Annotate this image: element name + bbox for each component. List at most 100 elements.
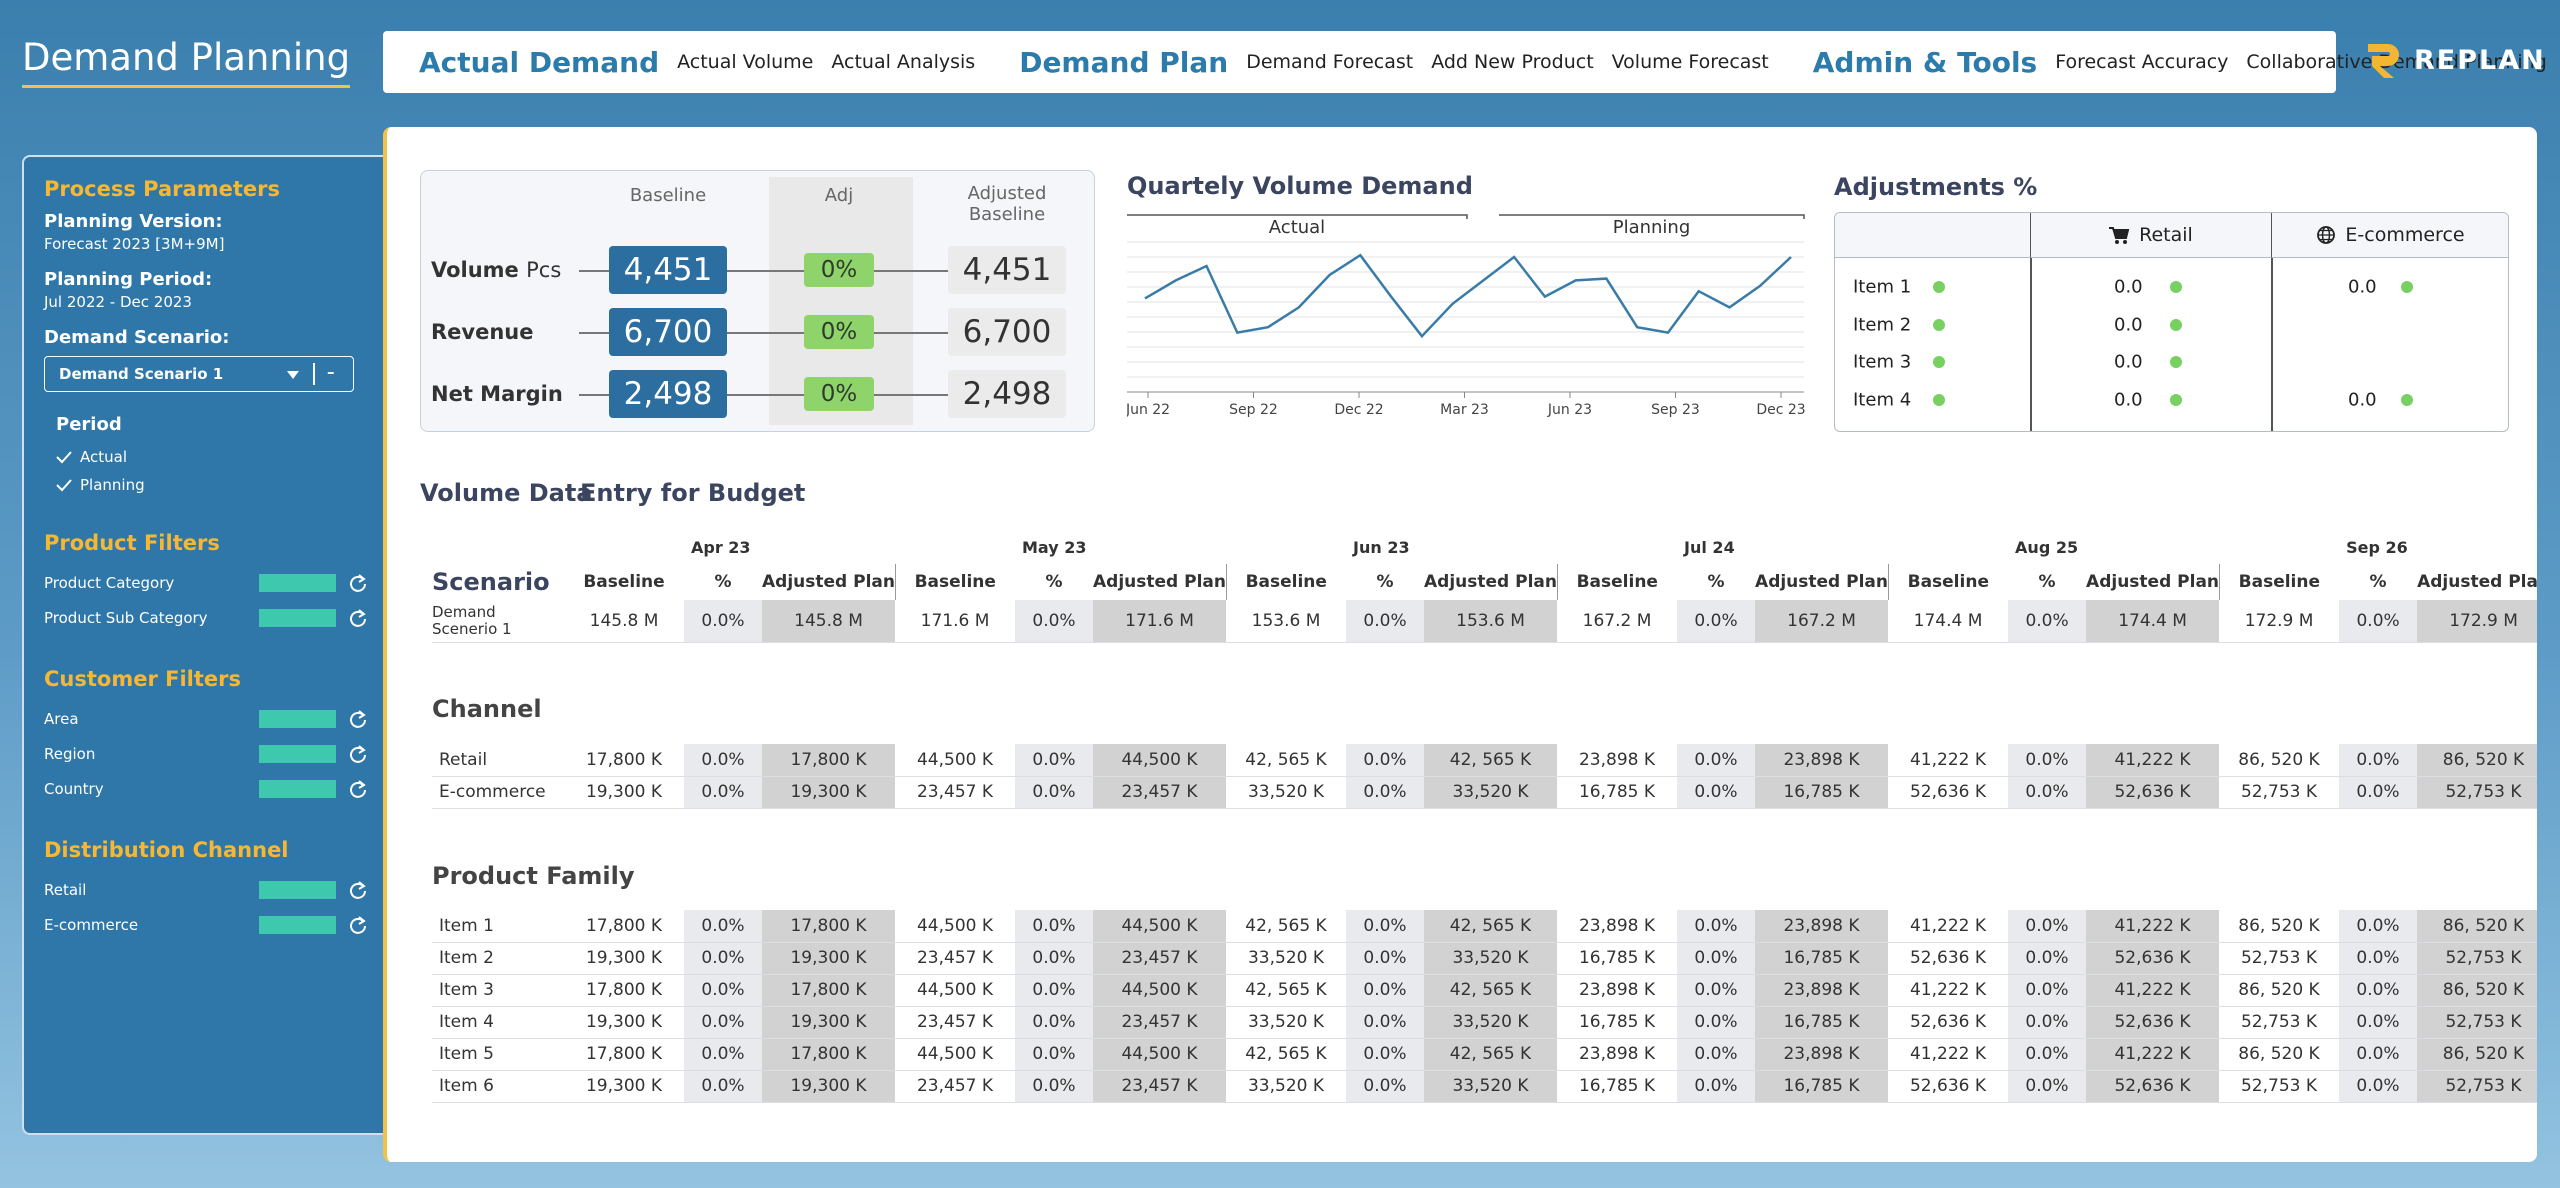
cell[interactable]: 0.0% [1346, 1070, 1424, 1103]
cell[interactable]: 42, 565 K [1424, 744, 1557, 777]
cell[interactable]: 0.0% [1346, 1006, 1424, 1039]
cell[interactable]: 0.0% [1677, 942, 1755, 975]
cell[interactable]: 52,753 K [2417, 1006, 2537, 1039]
cell[interactable]: 172.9 M [2219, 600, 2340, 643]
filter-bar[interactable] [259, 744, 336, 763]
cell[interactable]: 52,636 K [2086, 776, 2219, 809]
cell[interactable]: 52,636 K [1888, 1006, 2008, 1039]
cell[interactable]: 0.0% [1677, 1038, 1755, 1071]
cell[interactable]: 33,520 K [1226, 942, 1346, 975]
cell[interactable]: 23,457 K [895, 942, 1015, 975]
cell[interactable]: 0.0% [1346, 600, 1425, 643]
cell[interactable]: 153.6 M [1226, 600, 1347, 643]
cell[interactable]: 44,500 K [1093, 974, 1226, 1007]
cell[interactable]: 16,785 K [1557, 1070, 1677, 1103]
cell[interactable]: 0.0% [2008, 974, 2086, 1007]
cell[interactable]: 0.0% [684, 1038, 762, 1071]
cell[interactable]: 0.0% [2008, 910, 2086, 943]
cell[interactable]: 0.0% [684, 942, 762, 975]
cell[interactable]: 33,520 K [1424, 1006, 1557, 1039]
scenario-select[interactable]: Demand Scenario 1 – [44, 356, 354, 392]
filter-bar[interactable] [259, 880, 336, 899]
cell[interactable]: 52,753 K [2219, 1006, 2339, 1039]
cell[interactable]: 167.2 M [1557, 600, 1678, 643]
cell[interactable]: 0.0% [1677, 1006, 1755, 1039]
cell[interactable]: 0.0% [1346, 1038, 1424, 1071]
cell[interactable]: 0.0% [2339, 776, 2417, 809]
cell[interactable]: 33,520 K [1424, 776, 1557, 809]
cell[interactable]: 42, 565 K [1424, 910, 1557, 943]
cell[interactable]: 23,457 K [1093, 776, 1226, 809]
cell[interactable]: 174.4 M [2086, 600, 2220, 643]
cell[interactable]: 0.0% [1015, 974, 1093, 1007]
cell[interactable]: 145.8 M [762, 600, 895, 643]
cell[interactable]: 44,500 K [895, 744, 1015, 777]
cell[interactable]: 17,800 K [564, 910, 684, 943]
cell[interactable]: 171.6 M [895, 600, 1015, 643]
cell[interactable]: 19,300 K [762, 1006, 895, 1039]
cell[interactable]: 0.0% [2008, 776, 2086, 809]
cell[interactable]: 23,457 K [895, 776, 1015, 809]
cell[interactable]: 17,800 K [564, 1038, 684, 1071]
cell[interactable]: 23,898 K [1557, 974, 1677, 1007]
nav-link[interactable]: Add New Product [1431, 51, 1594, 73]
cell[interactable]: 23,457 K [895, 1006, 1015, 1039]
cell[interactable]: 0.0% [1015, 600, 1093, 643]
cell[interactable]: 167.2 M [1755, 600, 1889, 643]
cell[interactable]: 86, 520 K [2417, 974, 2537, 1007]
reset-icon[interactable] [348, 779, 368, 799]
cell[interactable]: 52,753 K [2417, 1070, 2537, 1103]
cell[interactable]: 33,520 K [1424, 1070, 1557, 1103]
cell[interactable]: 171.6 M [1093, 600, 1227, 643]
cell[interactable]: 0.0% [2008, 942, 2086, 975]
cell[interactable]: 16,785 K [1755, 1006, 1888, 1039]
cell[interactable]: 16,785 K [1557, 942, 1677, 975]
filter-bar[interactable] [259, 608, 336, 627]
nav-link[interactable]: Actual Analysis [831, 51, 976, 73]
cell[interactable]: 19,300 K [762, 776, 895, 809]
cell[interactable]: 19,300 K [564, 776, 684, 809]
cell[interactable]: 0.0% [1015, 1070, 1093, 1103]
cell[interactable]: 0.0% [1015, 776, 1093, 809]
cell[interactable]: 44,500 K [895, 974, 1015, 1007]
cell[interactable]: 86, 520 K [2219, 910, 2339, 943]
cell[interactable]: 42, 565 K [1226, 1038, 1346, 1071]
nav-heading[interactable]: Actual Demand [419, 45, 660, 79]
cell[interactable]: 23,457 K [1093, 942, 1226, 975]
cell[interactable]: 0.0% [2008, 600, 2087, 643]
cell[interactable]: 0.0% [1346, 974, 1424, 1007]
cell[interactable]: 19,300 K [564, 942, 684, 975]
cell[interactable]: 41,222 K [1888, 1038, 2008, 1071]
nav-link[interactable]: Actual Volume [677, 51, 814, 73]
cell[interactable]: 52,636 K [1888, 942, 2008, 975]
cell[interactable]: 0.0% [2339, 1006, 2417, 1039]
cell[interactable]: 33,520 K [1226, 776, 1346, 809]
filter-bar[interactable] [259, 709, 336, 728]
cell[interactable]: 174.4 M [1888, 600, 2009, 643]
cell[interactable]: 86, 520 K [2417, 910, 2537, 943]
cell[interactable]: 0.0% [684, 910, 762, 943]
cell[interactable]: 41,222 K [1888, 744, 2008, 777]
cell[interactable]: 44,500 K [1093, 910, 1226, 943]
cell[interactable]: 17,800 K [564, 974, 684, 1007]
reset-icon[interactable] [348, 915, 368, 935]
cell[interactable]: 0.0% [684, 1070, 762, 1103]
nav-link[interactable]: Volume Forecast [1611, 51, 1769, 73]
cell[interactable]: 16,785 K [1557, 776, 1677, 809]
cell[interactable]: 23,898 K [1557, 1038, 1677, 1071]
cell[interactable]: 0.0% [2008, 744, 2086, 777]
cell[interactable]: 16,785 K [1557, 1006, 1677, 1039]
cell[interactable]: 16,785 K [1755, 942, 1888, 975]
cell[interactable]: 17,800 K [762, 744, 895, 777]
cell[interactable]: 0.0% [684, 1006, 762, 1039]
cell[interactable]: 17,800 K [762, 974, 895, 1007]
cell[interactable]: 16,785 K [1755, 1070, 1888, 1103]
cell[interactable]: 0.0% [684, 974, 762, 1007]
cell[interactable]: 16,785 K [1755, 776, 1888, 809]
cell[interactable]: 0.0% [2339, 910, 2417, 943]
cell[interactable]: 52,753 K [2219, 776, 2339, 809]
cell[interactable]: 23,898 K [1755, 744, 1888, 777]
cell[interactable]: 33,520 K [1424, 942, 1557, 975]
cell[interactable]: 23,898 K [1557, 910, 1677, 943]
cell[interactable]: 0.0% [1015, 1038, 1093, 1071]
